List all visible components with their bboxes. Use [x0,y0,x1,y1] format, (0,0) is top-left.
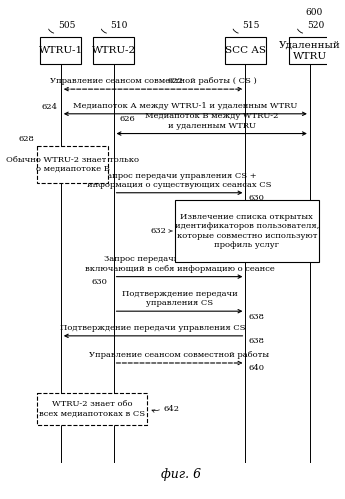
Text: Извлечение списка открытых
идентификаторов пользователя,
которые совместно испол: Извлечение списка открытых идентификатор… [175,213,319,249]
FancyBboxPatch shape [38,393,147,425]
FancyBboxPatch shape [289,37,330,64]
Text: 630: 630 [248,194,264,202]
Text: 515: 515 [243,21,260,30]
Text: WTRU-2: WTRU-2 [91,46,136,55]
Text: 638: 638 [248,313,264,321]
Text: Подтверждение передачи управления CS: Подтверждение передачи управления CS [60,324,246,332]
Text: 622: 622 [168,77,184,85]
FancyBboxPatch shape [175,200,318,262]
FancyBboxPatch shape [93,37,134,64]
Text: 630: 630 [92,278,108,286]
Text: Подтверждение передачи
управления CS: Подтверждение передачи управления CS [122,290,237,307]
Text: 642: 642 [164,405,179,413]
Text: Удаленный
WTRU: Удаленный WTRU [279,41,341,60]
Text: 520: 520 [307,21,324,30]
Text: Обычно WTRU-2 знает только
о медиапотоке B: Обычно WTRU-2 знает только о медиапотоке… [6,156,139,173]
Text: Запрос передачи управления CS ,
включающий в себя информацию о сеансе: Запрос передачи управления CS , включающ… [85,255,274,272]
Text: 640: 640 [248,364,264,372]
FancyBboxPatch shape [225,37,266,64]
Text: 632: 632 [150,227,166,235]
Text: 510: 510 [111,21,128,30]
Text: 638: 638 [248,337,264,345]
FancyBboxPatch shape [38,146,108,183]
Text: 600: 600 [306,7,323,16]
Text: SCC AS: SCC AS [225,46,266,55]
Text: WTRU-1: WTRU-1 [39,46,83,55]
Text: 505: 505 [58,21,76,30]
Text: Управление сеансом совместной работы ( CS ): Управление сеансом совместной работы ( C… [50,77,256,85]
Text: 624: 624 [42,103,58,111]
FancyBboxPatch shape [40,37,81,64]
Text: фиг. 6: фиг. 6 [161,469,201,482]
Text: WTRU-2 знает обо
всех медиапотоках в CS: WTRU-2 знает обо всех медиапотоках в CS [39,400,146,417]
Text: Медиапоток А между WTRU-1 и удаленным WTRU: Медиапоток А между WTRU-1 и удаленным WT… [73,102,297,110]
Text: Медиапоток В между WTRU-2
и удаленным WTRU: Медиапоток В между WTRU-2 и удаленным WT… [145,112,278,130]
Text: 628: 628 [19,135,34,143]
Text: Управление сеансом совместной работы: Управление сеансом совместной работы [89,351,269,359]
Text: 626: 626 [119,115,135,123]
Text: Запрос передачи управления CS +
информация о существующих сеансах CS: Запрос передачи управления CS + информац… [87,172,272,189]
